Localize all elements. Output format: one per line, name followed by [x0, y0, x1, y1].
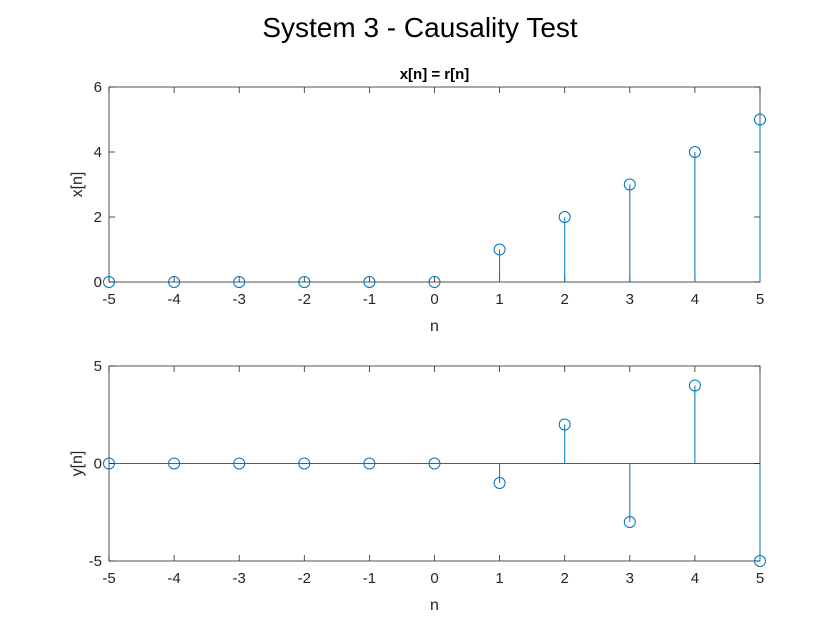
x-tick-label: -3 [233, 291, 246, 308]
subplot-2: -5 -4 -3 -2 -1 0 1 2 3 4 5 -5 0 5 n y[n] [69, 358, 766, 614]
stem-marker [168, 276, 181, 288]
subplot-title: x[n] = r[n] [400, 66, 470, 83]
stem-marker [103, 276, 115, 288]
y-tick-label: 6 [94, 79, 102, 96]
x-tick-label: -1 [363, 570, 376, 587]
x-tick-label: -5 [102, 570, 115, 587]
x-tick-label: -3 [233, 570, 246, 587]
x-axis-label: n [430, 318, 439, 335]
stem-marker [623, 178, 636, 191]
x-tick-label: 2 [561, 291, 569, 308]
x-axis-label: n [430, 597, 439, 614]
x-tick-label: 4 [691, 291, 699, 308]
x-tick-label: -1 [363, 291, 376, 308]
y-axis-label: x[n] [69, 172, 86, 198]
x-tick-label: -4 [167, 291, 180, 308]
x-tick-label: 2 [561, 570, 569, 587]
figure-title: System 3 - Causality Test [262, 12, 578, 43]
x-tick-label: -2 [298, 291, 311, 308]
stem-marker [233, 457, 246, 470]
stem-marker [428, 276, 441, 288]
y-tick-label: 4 [94, 144, 102, 161]
x-tick-label: 1 [495, 291, 503, 308]
x-tick-label: 5 [756, 570, 764, 587]
y-tick-label: 5 [94, 358, 102, 375]
y-tick-label: 0 [94, 456, 102, 473]
x-tick-label: 3 [626, 570, 634, 587]
stem-marker [558, 418, 571, 431]
stem-marker [688, 379, 701, 392]
x-tick-label: 0 [430, 291, 438, 308]
axes-box [108, 86, 761, 283]
stem-marker [363, 276, 376, 288]
stem-marker [623, 516, 636, 528]
x-tick-label: 3 [626, 291, 634, 308]
stem-marker [754, 113, 766, 126]
stem-marker [103, 457, 115, 470]
stem-marker [493, 243, 506, 256]
x-tick-label: -5 [102, 291, 115, 308]
stem-marker [428, 457, 441, 470]
stem-marker [558, 211, 571, 223]
stem-marker [233, 276, 246, 288]
stem-marker [493, 477, 506, 489]
y-tick-label: 2 [94, 209, 102, 226]
x-tick-label: -4 [167, 570, 180, 587]
stem-marker [298, 457, 311, 470]
stem-marker [298, 276, 311, 288]
y-tick-label: -5 [89, 553, 102, 570]
x-tick-label: -2 [298, 570, 311, 587]
y-axis-label: y[n] [69, 451, 86, 477]
x-tick-label: 1 [495, 570, 503, 587]
stem-marker [688, 146, 701, 158]
x-tick-label: 4 [691, 570, 699, 587]
x-tick-label: 0 [430, 570, 438, 587]
y-tick-label: 0 [94, 274, 102, 291]
stem-marker [363, 457, 376, 470]
subplot-1: -5 -4 -3 -2 -1 0 1 2 3 4 5 0 2 4 6 x[n] = r[n] n x[n] [69, 66, 766, 335]
x-tick-label: 5 [756, 291, 764, 308]
stem-marker [168, 457, 181, 470]
stem-marker [754, 555, 766, 567]
